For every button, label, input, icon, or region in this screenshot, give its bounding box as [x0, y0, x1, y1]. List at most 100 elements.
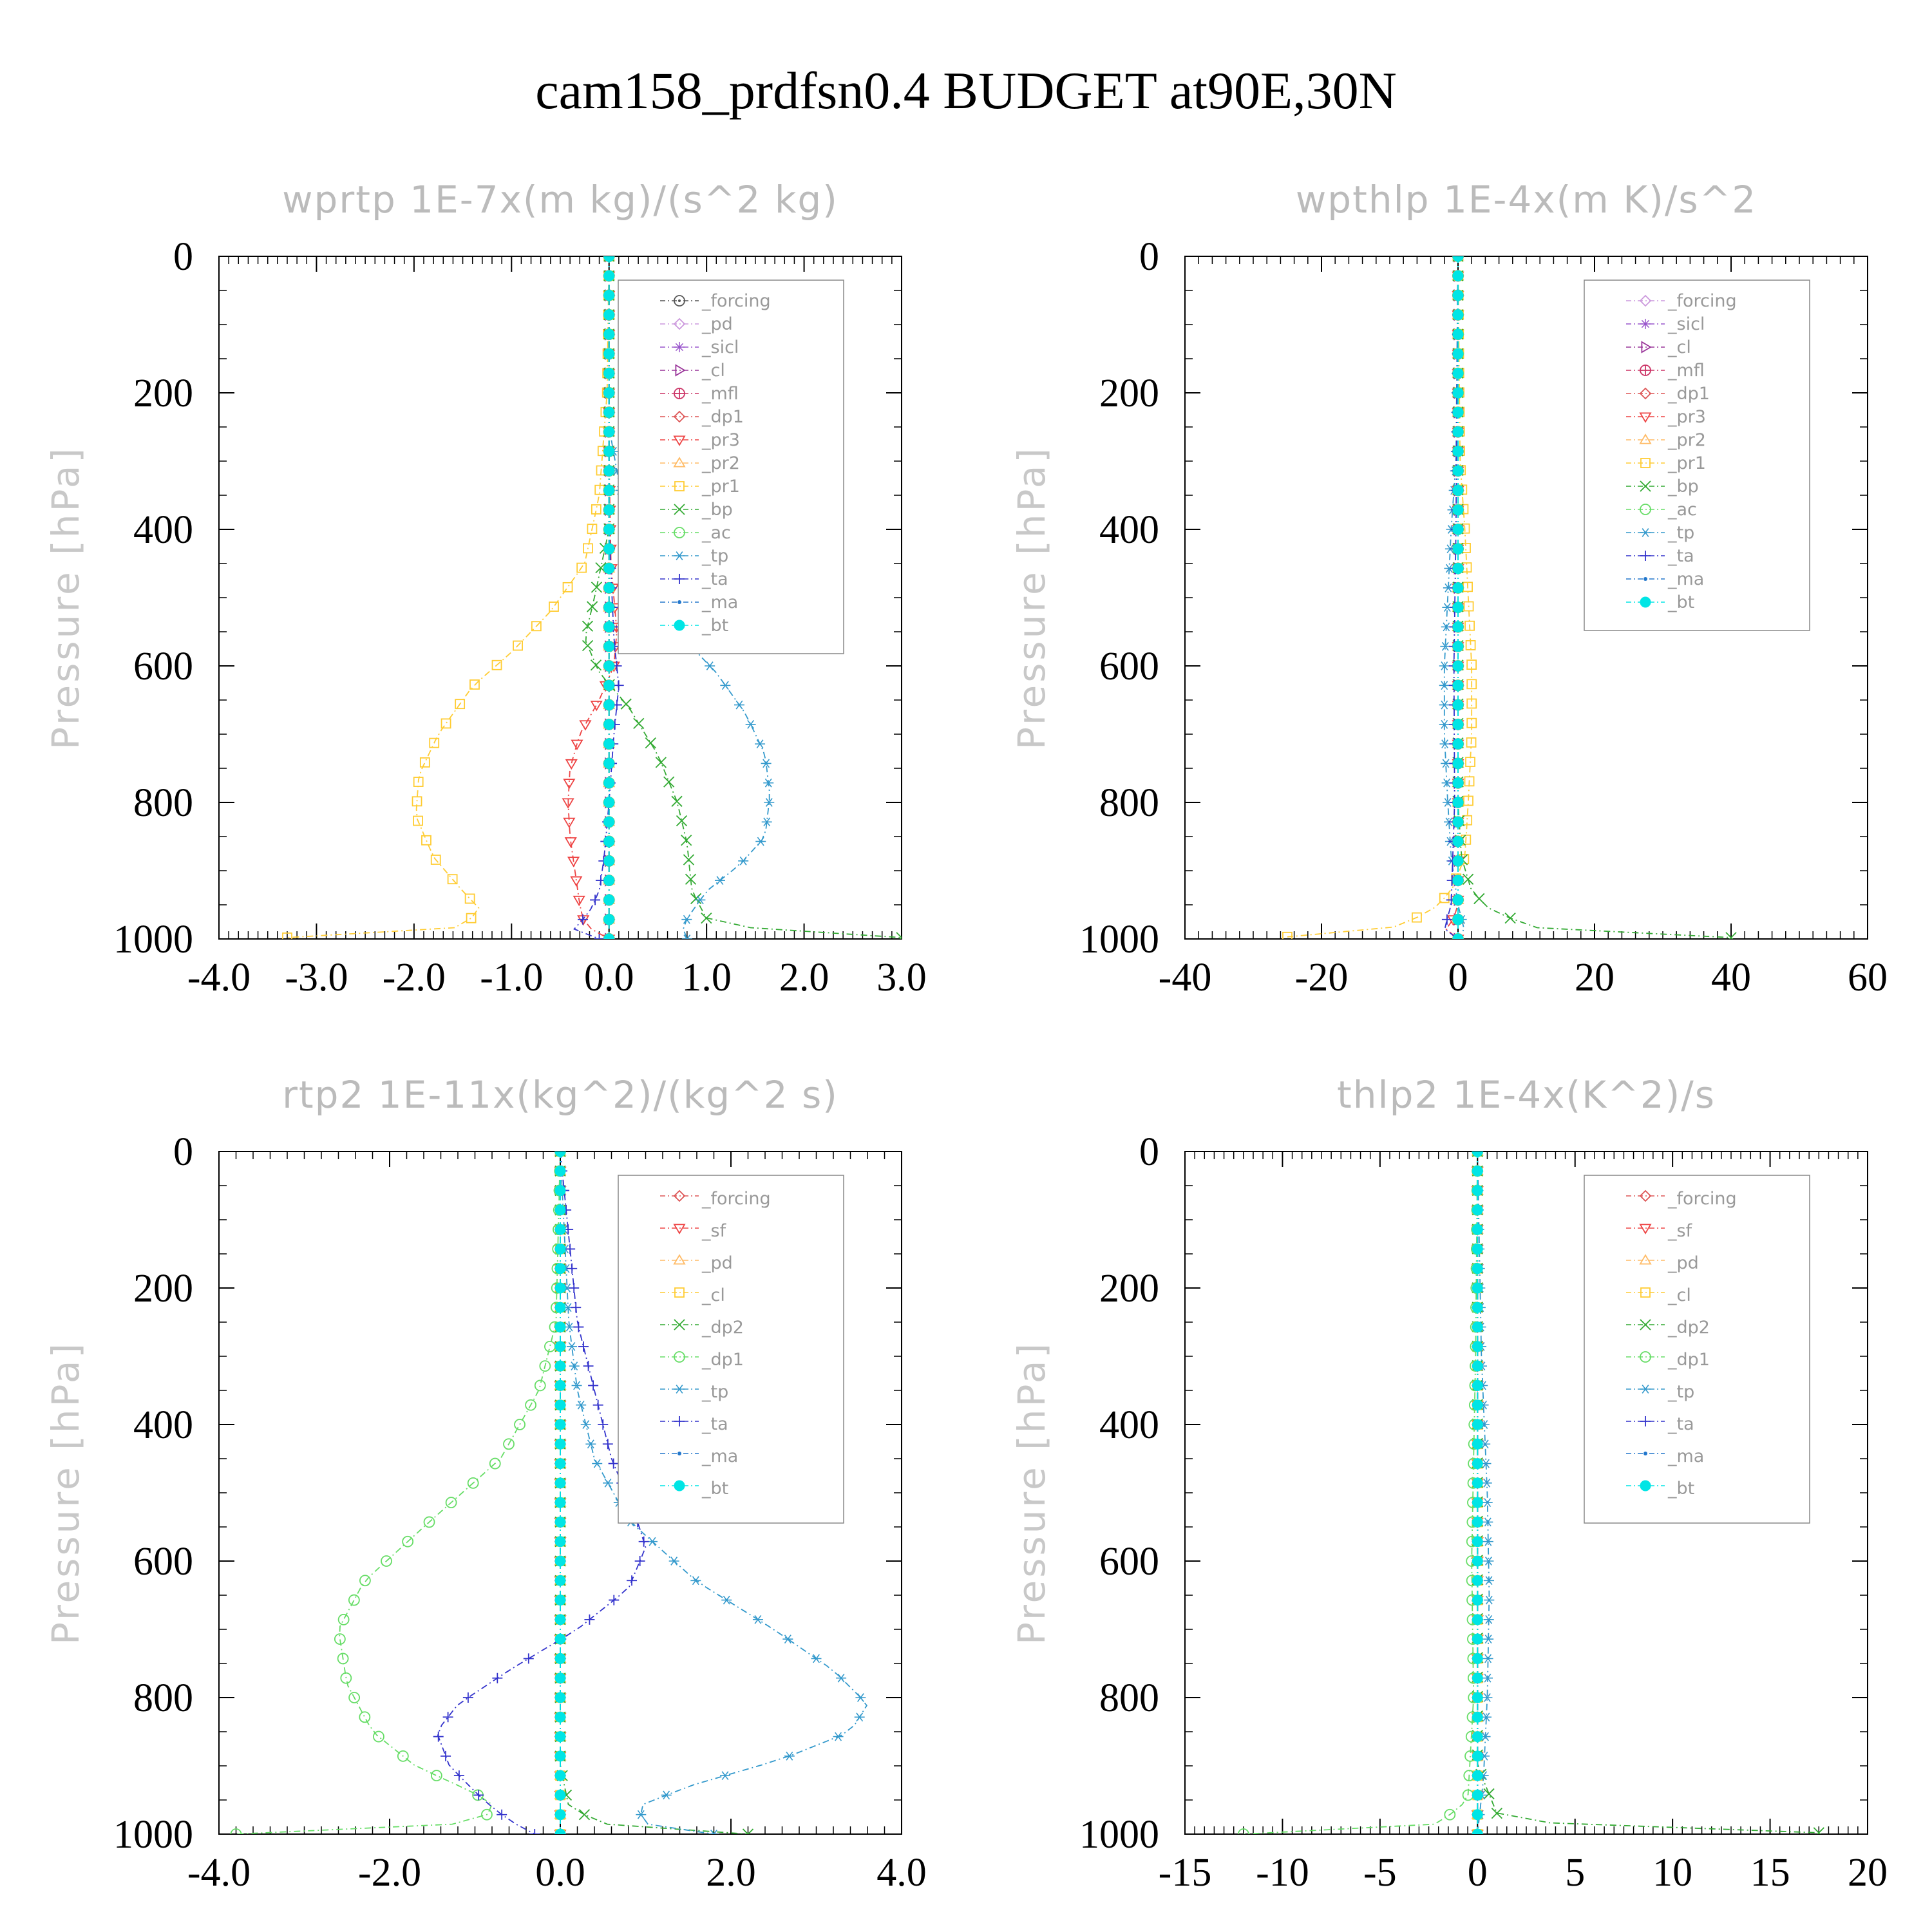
data-point: [681, 934, 692, 939]
data-point: [690, 893, 702, 905]
data-point: [603, 855, 615, 867]
data-point: [464, 893, 475, 904]
data-point: [554, 1477, 566, 1489]
legend-marker: [1640, 551, 1651, 561]
data-point: [620, 698, 632, 710]
legend-item: _bt: [660, 616, 728, 636]
data-point: [413, 777, 424, 787]
data-point: [466, 913, 477, 923]
data-point: [554, 1555, 566, 1567]
data-area: [230, 1151, 868, 1834]
y-tick-label: 0: [173, 235, 193, 279]
panel-thlp2: thlp2 1E-4x(K^2)/s Pressure [hPa] -15 -10 -5…: [1010, 1073, 1888, 1895]
legend-marker: [1643, 577, 1647, 581]
data-point: [603, 875, 615, 886]
data-point: [1483, 1788, 1495, 1800]
legend-label: _ta: [1667, 546, 1694, 566]
data-point: [489, 1457, 501, 1470]
data-point: [562, 582, 573, 592]
legend-marker: [1640, 1416, 1651, 1426]
series-dp1: [230, 1151, 566, 1834]
data-point: [782, 1634, 793, 1644]
data-point: [603, 914, 615, 925]
data-point: [603, 290, 615, 301]
data-point: [634, 1556, 645, 1566]
data-point: [576, 562, 587, 573]
series-line: [1287, 256, 1473, 938]
data-point: [445, 1497, 457, 1509]
data-point: [833, 1732, 844, 1741]
data-point: [430, 855, 441, 865]
x-tick-label: 0.0: [535, 1851, 585, 1895]
minor-ticks: [219, 1151, 902, 1834]
data-point: [855, 1693, 866, 1702]
y-axis-label: Pressure [hPa]: [44, 1341, 88, 1645]
data-point: [1482, 1673, 1493, 1683]
data-point: [1472, 1575, 1483, 1586]
data-point: [603, 719, 615, 730]
legend-item: _pr2: [1626, 430, 1706, 450]
legend-item: _dp2: [1626, 1318, 1710, 1338]
data-point: [603, 816, 615, 828]
data-point: [1466, 679, 1477, 690]
legend-label: _bt: [1667, 592, 1694, 612]
series-pr1: [282, 256, 614, 939]
y-tick-label: 600: [1099, 1540, 1159, 1584]
data-point: [570, 876, 583, 887]
data-point: [1439, 700, 1450, 710]
data-area: [1237, 1151, 1824, 1834]
legend-label: _cl: [1667, 337, 1691, 357]
data-point: [1452, 816, 1464, 828]
data-point: [645, 737, 656, 749]
data-point: [569, 1283, 580, 1293]
data-point: [1452, 797, 1464, 808]
data-point: [1491, 1808, 1502, 1819]
data-point: [1282, 931, 1293, 939]
data-point: [583, 543, 593, 554]
legend-label: _ma: [701, 592, 738, 612]
y-tick-label: 400: [133, 1403, 193, 1447]
data-point: [636, 1810, 647, 1819]
legend-label: _dp2: [701, 1318, 744, 1338]
legend: _forcing _sf _pd _cl _dp2 _dp1 _tp _ta _ma _bt: [618, 1175, 844, 1524]
data-point: [1439, 661, 1450, 670]
data-point: [1483, 1634, 1494, 1644]
data-point: [544, 1340, 556, 1352]
data-point: [1464, 776, 1475, 787]
data-point: [554, 1321, 566, 1333]
data-point: [591, 504, 601, 515]
data-point: [784, 1751, 795, 1761]
y-tick-label: 800: [133, 781, 193, 825]
x-tick-label: -40: [1159, 956, 1212, 999]
data-point: [571, 1302, 582, 1313]
data-point: [554, 1731, 566, 1743]
data-point: [603, 836, 615, 848]
data-point: [1452, 563, 1464, 574]
data-point: [598, 1419, 609, 1430]
data-point: [745, 719, 756, 729]
legend-marker: [674, 1287, 685, 1298]
data-point: [334, 1633, 346, 1645]
data-point: [1472, 1731, 1483, 1743]
data-point: [613, 680, 624, 691]
y-tick-label: 600: [133, 1540, 193, 1584]
data-point: [1452, 621, 1464, 632]
legend-marker: [674, 342, 685, 352]
data-point: [695, 895, 706, 905]
x-tick-label: -2.0: [383, 956, 446, 999]
legend-item: _forcing: [1626, 291, 1737, 311]
legend-label: _tp: [1667, 1382, 1694, 1402]
legend-marker: [674, 1416, 685, 1426]
legend-item: _ma: [1626, 1446, 1704, 1466]
data-point: [539, 1360, 551, 1372]
data-point: [705, 661, 715, 670]
legend-marker: [1640, 365, 1651, 376]
data-point: [1452, 256, 1464, 262]
legend-label: _ac: [1667, 500, 1697, 520]
y-tick-label: 200: [1099, 372, 1159, 415]
data-point: [554, 1341, 566, 1352]
data-point: [1439, 719, 1450, 729]
legend-marker: [1640, 1385, 1651, 1394]
data-point: [566, 1341, 577, 1351]
data-point: [1504, 913, 1516, 924]
